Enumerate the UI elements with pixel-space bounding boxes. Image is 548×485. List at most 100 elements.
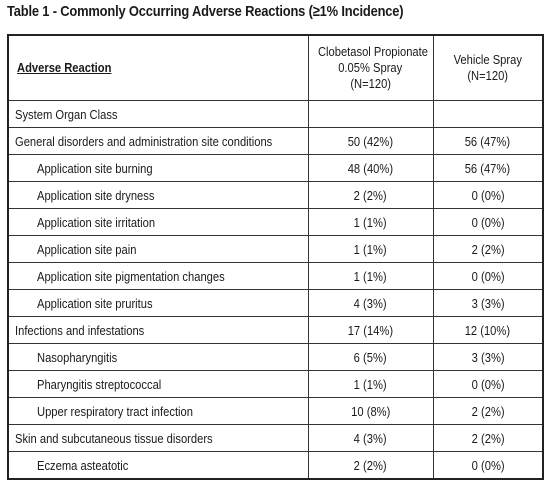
vehicle-value-cell: 2 (2%) bbox=[432, 235, 544, 263]
table-title: Table 1 - Commonly Occurring Adverse Rea… bbox=[7, 3, 404, 20]
table-row: Upper respiratory tract infection 10 (8%)… bbox=[7, 397, 544, 425]
vehicle-value-cell: 2 (2%) bbox=[432, 397, 544, 425]
vehicle-value: 2 (2%) bbox=[471, 430, 505, 446]
reaction-name-cell: Pharyngitis streptococcal bbox=[7, 370, 309, 398]
reaction-name: System Organ Class bbox=[15, 106, 118, 122]
reaction-name: Application site irritation bbox=[37, 214, 156, 230]
reaction-name: Pharyngitis streptococcal bbox=[37, 376, 162, 392]
reaction-name-cell: Eczema asteatotic bbox=[7, 451, 309, 480]
table-row: Eczema asteatotic 2 (2%) 0 (0%) bbox=[7, 451, 544, 480]
vehicle-value: 0 (0%) bbox=[471, 376, 505, 392]
reaction-name-cell: General disorders and administration sit… bbox=[7, 127, 309, 155]
vehicle-value: 56 (47%) bbox=[465, 160, 511, 176]
header-vehicle-line1: Vehicle Spray bbox=[453, 52, 522, 67]
header-vehicle-line2: (N=120) bbox=[467, 68, 509, 83]
vehicle-value: 3 (3%) bbox=[471, 295, 505, 311]
vehicle-value-cell: 56 (47%) bbox=[432, 154, 544, 182]
header-clobetasol-line3: (N=120) bbox=[350, 76, 391, 91]
table-row: Application site pigmentation changes 1 (… bbox=[7, 262, 544, 290]
reaction-name: Eczema asteatotic bbox=[37, 457, 129, 473]
reaction-name-cell: Application site dryness bbox=[7, 181, 309, 209]
reaction-name: Skin and subcutaneous tissue disorders bbox=[15, 430, 213, 446]
vehicle-value-cell: 0 (0%) bbox=[432, 208, 544, 236]
clobetasol-value: 48 (40%) bbox=[347, 160, 394, 176]
vehicle-value: 2 (2%) bbox=[471, 403, 505, 419]
table-row: Application site dryness 2 (2%) 0 (0%) bbox=[7, 181, 544, 209]
clobetasol-value-cell bbox=[307, 100, 434, 128]
clobetasol-value-cell: 1 (1%) bbox=[307, 208, 434, 236]
clobetasol-value-cell: 2 (2%) bbox=[307, 451, 434, 480]
clobetasol-value-cell: 1 (1%) bbox=[307, 262, 434, 290]
reaction-name: Application site pigmentation changes bbox=[37, 268, 225, 284]
header-vehicle: Vehicle Spray (N=120) bbox=[432, 34, 544, 101]
header-adverse-reaction: Adverse Reaction bbox=[7, 34, 309, 101]
reaction-name: Application site dryness bbox=[37, 187, 155, 203]
clobetasol-value: 2 (2%) bbox=[354, 187, 387, 203]
header-adverse-reaction-label: Adverse Reaction bbox=[17, 60, 112, 75]
table-row: Pharyngitis streptococcal 1 (1%) 0 (0%) bbox=[7, 370, 544, 398]
reaction-name: Application site pain bbox=[37, 241, 137, 257]
clobetasol-value-cell: 50 (42%) bbox=[307, 127, 434, 155]
clobetasol-value: 2 (2%) bbox=[354, 457, 387, 473]
table-row: Application site pain 1 (1%) 2 (2%) bbox=[7, 235, 544, 263]
table-body: System Organ Class General disorders and … bbox=[7, 100, 544, 480]
vehicle-value: 0 (0%) bbox=[471, 268, 505, 284]
clobetasol-value: 10 (8%) bbox=[350, 403, 391, 419]
vehicle-value-cell: 0 (0%) bbox=[432, 262, 544, 290]
table-header-row: Adverse Reaction Clobetasol Propionate 0… bbox=[7, 34, 544, 101]
clobetasol-value: 4 (3%) bbox=[354, 295, 387, 311]
clobetasol-value-cell: 48 (40%) bbox=[307, 154, 434, 182]
reaction-name-cell: Nasopharyngitis bbox=[7, 343, 309, 371]
table-row: Application site pruritus 4 (3%) 3 (3%) bbox=[7, 289, 544, 317]
reaction-name: Application site burning bbox=[37, 160, 153, 176]
table-row: Nasopharyngitis 6 (5%) 3 (3%) bbox=[7, 343, 544, 371]
clobetasol-value-cell: 2 (2%) bbox=[307, 181, 434, 209]
reaction-name-cell: Application site irritation bbox=[7, 208, 309, 236]
clobetasol-value: 1 (1%) bbox=[354, 214, 387, 230]
clobetasol-value: 1 (1%) bbox=[354, 268, 387, 284]
vehicle-value-cell: 56 (47%) bbox=[432, 127, 544, 155]
clobetasol-value-cell: 1 (1%) bbox=[307, 370, 434, 398]
clobetasol-value-cell: 17 (14%) bbox=[307, 316, 434, 344]
vehicle-value-cell: 2 (2%) bbox=[432, 424, 544, 452]
clobetasol-value: 1 (1%) bbox=[354, 376, 387, 392]
adverse-reactions-table: Adverse Reaction Clobetasol Propionate 0… bbox=[7, 34, 544, 480]
reaction-name-cell: Application site pigmentation changes bbox=[7, 262, 309, 290]
clobetasol-value-cell: 4 (3%) bbox=[307, 424, 434, 452]
table-row: Skin and subcutaneous tissue disorders 4 … bbox=[7, 424, 544, 452]
vehicle-value: 0 (0%) bbox=[471, 457, 505, 473]
vehicle-value-cell: 3 (3%) bbox=[432, 289, 544, 317]
clobetasol-value: 17 (14%) bbox=[347, 322, 394, 338]
reaction-name: Nasopharyngitis bbox=[37, 349, 118, 365]
vehicle-value: 56 (47%) bbox=[465, 133, 511, 149]
reaction-name-cell: Skin and subcutaneous tissue disorders bbox=[7, 424, 309, 452]
reaction-name-cell: Application site pruritus bbox=[7, 289, 309, 317]
vehicle-value: 12 (10%) bbox=[465, 322, 511, 338]
reaction-name: Upper respiratory tract infection bbox=[37, 403, 193, 419]
clobetasol-value: 50 (42%) bbox=[347, 133, 394, 149]
clobetasol-value-cell: 10 (8%) bbox=[307, 397, 434, 425]
reaction-name-cell: Application site burning bbox=[7, 154, 309, 182]
table-row: System Organ Class bbox=[7, 100, 544, 128]
table-row: Infections and infestations 17 (14%) 12 (1… bbox=[7, 316, 544, 344]
header-clobetasol-line1: Clobetasol Propionate bbox=[317, 44, 428, 59]
header-clobetasol: Clobetasol Propionate 0.05% Spray (N=120… bbox=[307, 34, 434, 101]
vehicle-value-cell: 0 (0%) bbox=[432, 181, 544, 209]
table-row: Application site burning 48 (40%) 56 (47%) bbox=[7, 154, 544, 182]
table-row: General disorders and administration sit… bbox=[7, 127, 544, 155]
reaction-name-cell: Upper respiratory tract infection bbox=[7, 397, 309, 425]
vehicle-value-cell: 0 (0%) bbox=[432, 451, 544, 480]
clobetasol-value: 4 (3%) bbox=[354, 430, 387, 446]
vehicle-value: 2 (2%) bbox=[471, 241, 505, 257]
vehicle-value: 0 (0%) bbox=[471, 214, 505, 230]
vehicle-value: 0 (0%) bbox=[471, 187, 505, 203]
reaction-name: General disorders and administration sit… bbox=[15, 133, 273, 149]
header-clobetasol-line2: 0.05% Spray bbox=[338, 60, 403, 75]
vehicle-value-cell bbox=[432, 100, 544, 128]
clobetasol-value: 1 (1%) bbox=[354, 241, 387, 257]
vehicle-value: 3 (3%) bbox=[471, 349, 505, 365]
clobetasol-value-cell: 6 (5%) bbox=[307, 343, 434, 371]
reaction-name: Infections and infestations bbox=[15, 322, 145, 338]
reaction-name-cell: System Organ Class bbox=[7, 100, 309, 128]
vehicle-value-cell: 0 (0%) bbox=[432, 370, 544, 398]
